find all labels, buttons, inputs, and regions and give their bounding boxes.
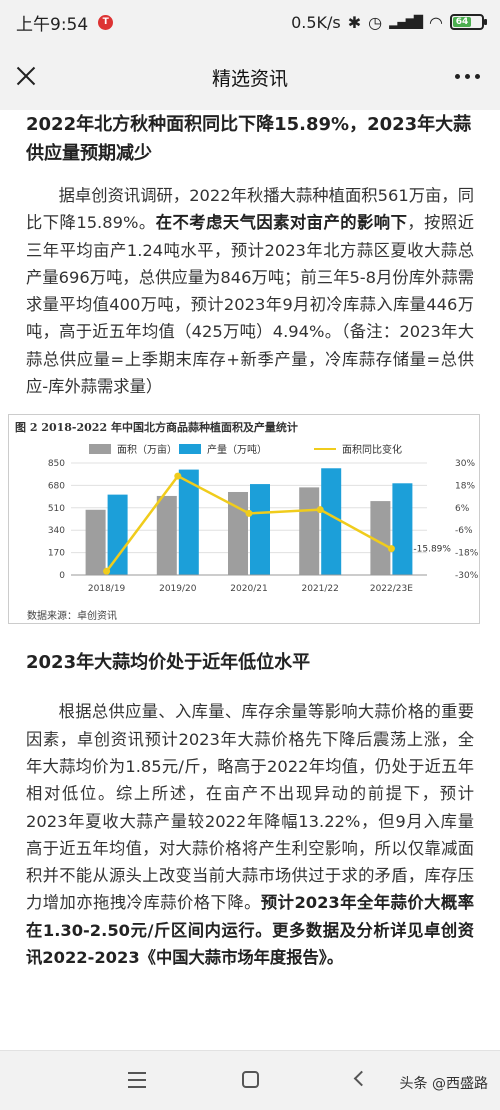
- back-icon[interactable]: [353, 1070, 370, 1087]
- data-label-annotation: -15.89%: [413, 545, 451, 555]
- paragraph-2-text-a: 根据总供应量、入库量、库存余量等影响大蒜价格的重要因素，卓创资讯预计2023年大…: [26, 702, 474, 913]
- right-tick-label: 18%: [455, 482, 475, 492]
- category-label: 2021/22: [302, 584, 339, 594]
- menu-icon[interactable]: [128, 1072, 146, 1088]
- bar-production-2019/20: [178, 469, 199, 576]
- status-time: 上午9:54: [16, 14, 89, 35]
- legend-label-1: 产量（万吨）: [207, 443, 267, 456]
- line-point-2019/20: [174, 472, 182, 480]
- line-point-2020/21: [245, 510, 253, 518]
- nav-bar: 精选资讯: [0, 44, 500, 110]
- right-tick-label: 30%: [455, 459, 475, 469]
- notification-badge-icon: T: [98, 14, 114, 30]
- legend-swatch-0: [89, 444, 111, 455]
- category-label: 2019/20: [159, 584, 197, 594]
- article-content[interactable]: 2022年北方秋种面积同比下降15.89%，2023年大蒜供应量预期减少 据卓创…: [0, 110, 500, 1050]
- article-heading-2: 2023年大蒜均价处于近年低位水平: [26, 652, 311, 674]
- paragraph-1-bold: 在不考虑天气因素对亩产的影响下: [155, 213, 408, 233]
- bar-production-2022/23E: [392, 483, 413, 576]
- category-label: 2022/23E: [370, 584, 413, 594]
- wifi-icon: ◠: [429, 12, 443, 32]
- page-title: 精选资讯: [211, 67, 288, 90]
- bar-area-2018/19: [85, 510, 106, 576]
- paragraph-1-text-c: ，按照近三年平均亩产1.24吨水平，预计2023年北方蒜区夏收大蒜总产量696万…: [26, 213, 474, 397]
- status-indicators: 0.5K/s ✱ ◷ ▂▄▆█ ◠ 64: [291, 12, 487, 32]
- chart-source: 数据来源：卓创资讯: [27, 611, 117, 623]
- close-icon[interactable]: [14, 64, 38, 88]
- right-tick-label: 6%: [455, 504, 470, 514]
- right-tick-label: -30%: [455, 571, 479, 581]
- bar-area-2022/23E: [370, 501, 391, 576]
- right-tick-label: -6%: [455, 527, 473, 537]
- right-tick-label: -18%: [455, 549, 479, 559]
- bar-area-2021/22: [299, 487, 320, 576]
- left-tick-label: 850: [48, 459, 65, 469]
- bar-production-2020/21: [250, 484, 270, 576]
- article-heading-1: 2022年北方秋种面积同比下降15.89%，2023年大蒜供应量预期减少: [26, 114, 472, 164]
- chart-title: 图 2 2018-2022 年中国北方商品蒜种植面积及产量统计: [15, 421, 298, 435]
- network-speed: 0.5K/s: [291, 12, 341, 32]
- left-tick-label: 680: [48, 482, 65, 492]
- paragraph-1-text-a: 据卓创资讯调研，2022年秋播大蒜种植面积561万亩，同比下降15.89%。: [26, 186, 474, 233]
- signal-icon: ▂▄▆█: [389, 15, 423, 29]
- bluetooth-icon: ✱: [347, 12, 362, 32]
- category-label: 2018/19: [88, 584, 126, 594]
- article-paragraph-1: 据卓创资讯调研，2022年秋播大蒜种植面积561万亩，同比下降15.89%。在不…: [26, 182, 474, 400]
- left-tick-label: 170: [48, 549, 65, 559]
- bar-production-2021/22: [321, 468, 342, 576]
- home-icon[interactable]: [242, 1071, 259, 1088]
- left-tick-label: 340: [48, 527, 65, 537]
- system-nav-bar: 头条 @西盛路: [0, 1050, 500, 1110]
- battery-level: 64: [453, 17, 471, 27]
- chart-figure: 面积（万亩） 产量（万吨） 面积同比变化 0 170 340 510 680 850 -30% -1…: [8, 414, 480, 625]
- bar-area-2020/21: [228, 492, 248, 576]
- legend-label-2: 面积同比变化: [342, 443, 402, 456]
- category-label: 2020/21: [230, 584, 267, 594]
- line-point-2022/23E: [387, 545, 395, 553]
- watermark: 头条 @西盛路: [399, 1076, 488, 1092]
- line-point-2021/22: [316, 506, 324, 514]
- alarm-icon: ◷: [368, 12, 383, 32]
- chart-svg: 面积（万亩） 产量（万吨） 面积同比变化 0 170 340 510 680 850 -30% -1…: [48, 443, 479, 594]
- bar-production-2018/19: [107, 494, 128, 576]
- left-tick-label: 0: [59, 571, 65, 581]
- status-bar: 上午9:54 T 0.5K/s ✱ ◷ ▂▄▆█ ◠ 64: [0, 0, 500, 44]
- paragraph-2-bold: 预计2023年全年蒜价大概率在1.30-2.50元/斤区间内运行。更多数据及分析…: [26, 893, 474, 968]
- battery-icon: 64: [450, 14, 487, 30]
- legend-swatch-1: [179, 444, 201, 455]
- more-options-icon[interactable]: [455, 74, 480, 79]
- article-paragraph-2: 根据总供应量、入库量、库存余量等影响大蒜价格的重要因素，卓创资讯预计2023年大…: [26, 698, 474, 971]
- legend-label-0: 面积（万亩）: [117, 443, 177, 456]
- left-tick-label: 510: [48, 504, 65, 514]
- line-change: [105, 474, 393, 573]
- bar-area-2019/20: [156, 496, 177, 576]
- line-point-2018/19: [103, 568, 111, 576]
